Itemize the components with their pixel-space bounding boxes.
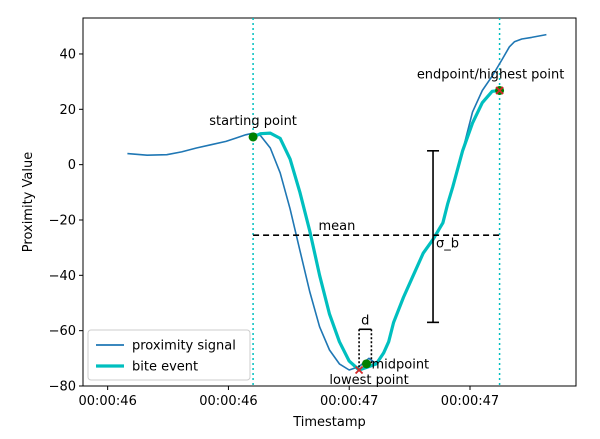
- x-tick-label: 00:00:47: [320, 394, 378, 409]
- y-tick-label: 20: [59, 103, 76, 118]
- y-tick-label: −40: [49, 269, 76, 284]
- y-tick-label: −60: [49, 324, 76, 339]
- legend: proximity signal bite event: [87, 329, 251, 381]
- plot-frame: [82, 17, 577, 387]
- x-tick-label: 00:00:47: [441, 394, 499, 409]
- start-label: starting point: [209, 114, 297, 129]
- annotation-group: mean σ_bd starting point endpoint/highest p…: [209, 67, 564, 387]
- legend-box: [87, 329, 251, 381]
- bite-event-line: [251, 88, 502, 372]
- legend-label-bite: bite event: [132, 360, 198, 375]
- y-axis-label: Proximity Value: [21, 152, 36, 252]
- sigma-label: σ_b: [436, 237, 459, 252]
- end-label: endpoint/highest point: [417, 67, 565, 82]
- series-group: [127, 18, 547, 386]
- x-axis-label: Timestamp: [292, 415, 366, 430]
- lowest-marker: [354, 365, 364, 375]
- proximity-signal-line: [127, 33, 547, 371]
- y-tick-label: 40: [59, 47, 76, 62]
- axes-group: −80 −60 −40 −20 0 20 40 00:00:46 00:00:46 00:00:4…: [21, 17, 577, 430]
- lowest-label: lowest point: [329, 373, 408, 388]
- y-tick-label: −80: [49, 380, 76, 395]
- d-label: d: [361, 313, 369, 328]
- legend-label-signal: proximity signal: [132, 339, 236, 354]
- mid-label: midpoint: [371, 357, 429, 372]
- end-x-marker: [495, 86, 504, 95]
- x-tick-label: 00:00:46: [78, 394, 136, 409]
- y-tick-label: −20: [49, 213, 76, 228]
- start-marker: [248, 132, 258, 142]
- y-tick-label: 0: [68, 158, 76, 173]
- mid-marker: [361, 359, 371, 369]
- mean-label: mean: [318, 219, 355, 234]
- x-tick-label: 00:00:46: [199, 394, 257, 409]
